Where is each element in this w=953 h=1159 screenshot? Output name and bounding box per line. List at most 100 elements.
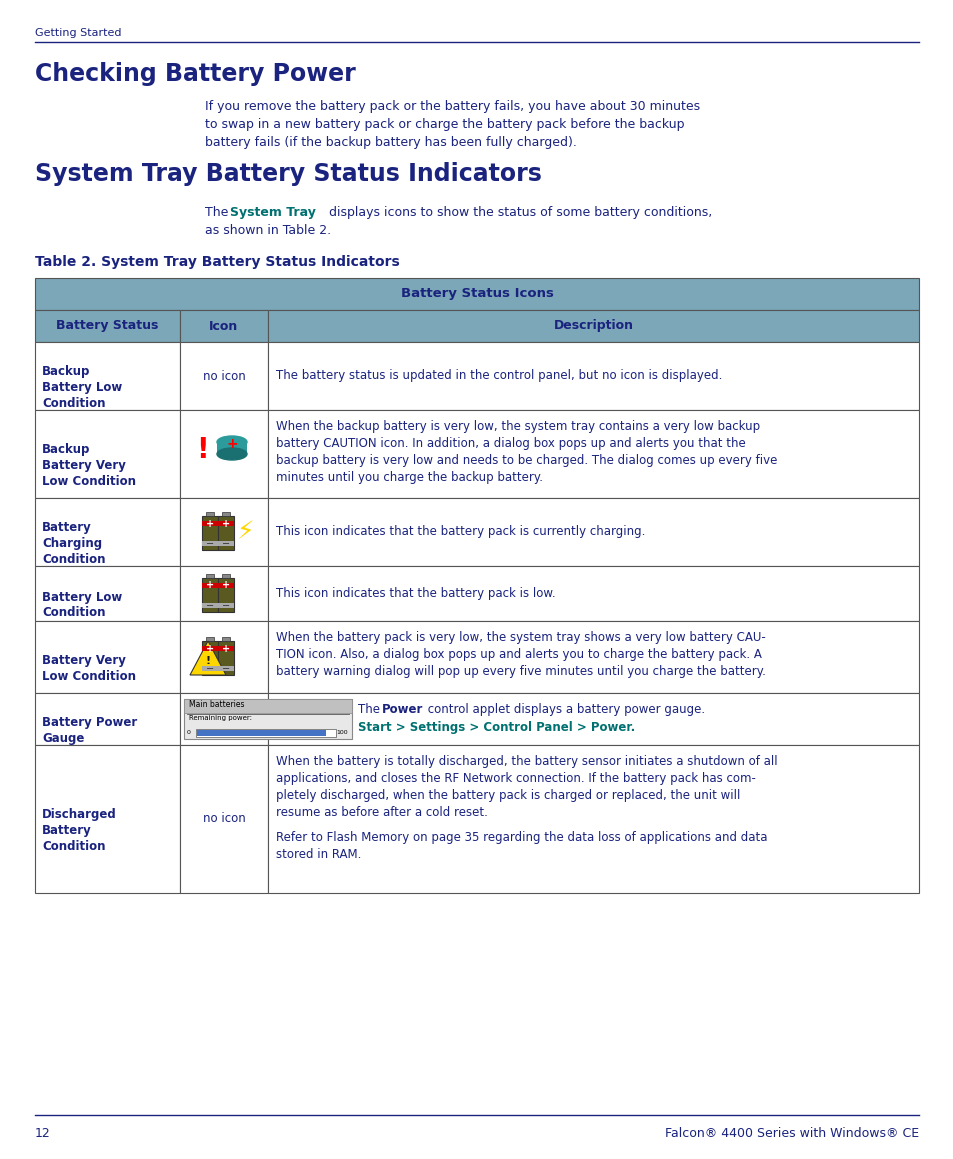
Bar (35, 566, 180, 621)
Bar (222, 512, 230, 516)
Bar (268, 342, 918, 410)
Text: +: + (206, 644, 213, 654)
Text: Backup: Backup (42, 443, 91, 455)
Bar (202, 522, 218, 526)
Text: −: − (206, 600, 213, 611)
Text: no icon: no icon (202, 370, 245, 382)
Text: stored in RAM.: stored in RAM. (275, 848, 361, 861)
Bar (268, 498, 918, 566)
Text: Battery Very: Battery Very (42, 654, 126, 666)
Bar (195, 729, 335, 737)
Text: Description: Description (553, 320, 633, 333)
Text: Battery Very: Battery Very (42, 459, 126, 472)
Text: Main batteries: Main batteries (189, 700, 244, 709)
Bar (206, 637, 213, 641)
Bar (184, 699, 352, 739)
Bar (218, 666, 233, 671)
Polygon shape (190, 641, 226, 675)
Bar (35, 498, 180, 566)
Ellipse shape (216, 449, 247, 460)
Bar (218, 603, 233, 607)
Text: −: − (222, 600, 230, 611)
Bar (180, 410, 268, 498)
Bar (218, 541, 233, 546)
Text: +: + (222, 581, 230, 590)
Text: When the backup battery is very low, the system tray contains a very low backup: When the backup battery is very low, the… (275, 420, 760, 433)
Text: When the battery is totally discharged, the battery sensor initiates a shutdown : When the battery is totally discharged, … (275, 755, 777, 768)
Bar (222, 637, 230, 641)
Text: −: − (206, 664, 213, 675)
Text: This icon indicates that the battery pack is currently charging.: This icon indicates that the battery pac… (275, 525, 644, 538)
Text: TION icon. Also, a dialog box pops up and alerts you to charge the battery pack.: TION icon. Also, a dialog box pops up an… (275, 648, 761, 661)
Text: −: − (222, 539, 230, 549)
Text: Falcon® 4400 Series with Windows® CE: Falcon® 4400 Series with Windows® CE (664, 1127, 918, 1140)
Bar (180, 498, 268, 566)
Bar (202, 541, 218, 546)
Text: applications, and closes the RF Network connection. If the battery pack has com-: applications, and closes the RF Network … (275, 772, 755, 785)
Text: +: + (206, 581, 213, 590)
Bar (35, 745, 180, 892)
Text: pletely discharged, when the battery pack is charged or replaced, the unit will: pletely discharged, when the battery pac… (275, 789, 740, 802)
Text: Discharged: Discharged (42, 808, 116, 821)
Text: Battery: Battery (42, 522, 91, 534)
Text: Checking Battery Power: Checking Battery Power (35, 61, 355, 86)
Text: When the battery pack is very low, the system tray shows a very low battery CAU-: When the battery pack is very low, the s… (275, 630, 765, 644)
Text: battery CAUTION icon. In addition, a dialog box pops up and alerts you that the: battery CAUTION icon. In addition, a dia… (275, 437, 745, 450)
Text: The: The (357, 704, 383, 716)
Bar (196, 730, 326, 736)
Text: +: + (226, 437, 237, 451)
Bar (202, 641, 218, 675)
Text: Condition: Condition (42, 606, 106, 620)
Text: as shown in Table 2.: as shown in Table 2. (205, 224, 331, 236)
Bar (35, 342, 180, 410)
Bar (218, 583, 233, 588)
Text: !: ! (205, 656, 211, 666)
Text: System Tray: System Tray (230, 206, 315, 219)
Text: Remaining power:: Remaining power: (189, 715, 252, 721)
Text: +: + (222, 519, 230, 529)
Text: The: The (205, 206, 233, 219)
Text: +: + (222, 644, 230, 654)
Text: −: − (222, 664, 230, 675)
Bar (202, 577, 218, 612)
Text: Battery Status Icons: Battery Status Icons (400, 287, 553, 300)
Bar (180, 621, 268, 693)
Bar (268, 745, 918, 892)
Text: 100: 100 (336, 730, 348, 736)
Text: Getting Started: Getting Started (35, 28, 121, 38)
Text: to swap in a new battery pack or charge the battery pack before the backup: to swap in a new battery pack or charge … (205, 118, 684, 131)
Text: resume as before after a cold reset.: resume as before after a cold reset. (275, 806, 487, 819)
Text: Low Condition: Low Condition (42, 475, 136, 488)
Text: Battery Low: Battery Low (42, 381, 122, 394)
Bar (268, 309, 918, 342)
Text: !: ! (195, 436, 208, 464)
Text: Refer to Flash Memory on page 35 regarding the data loss of applications and dat: Refer to Flash Memory on page 35 regardi… (275, 831, 767, 844)
Text: backup battery is very low and needs to be charged. The dialog comes up every fi: backup battery is very low and needs to … (275, 454, 777, 467)
Bar (35, 410, 180, 498)
Text: Condition: Condition (42, 840, 106, 853)
Bar (206, 512, 213, 516)
Text: Start > Settings > Control Panel > Power.: Start > Settings > Control Panel > Power… (357, 721, 635, 734)
Bar (216, 440, 247, 454)
Bar (35, 278, 918, 309)
Bar (218, 641, 233, 675)
Text: Condition: Condition (42, 553, 106, 566)
Text: System Tray Battery Status Indicators: System Tray Battery Status Indicators (35, 162, 541, 185)
Bar (222, 574, 230, 577)
Bar (180, 342, 268, 410)
Text: Power: Power (381, 704, 423, 716)
Text: 0: 0 (187, 730, 191, 736)
Bar (180, 309, 268, 342)
Ellipse shape (216, 436, 247, 449)
Bar (218, 646, 233, 651)
Text: battery fails (if the backup battery has been fully charged).: battery fails (if the backup battery has… (205, 136, 577, 150)
Bar (35, 621, 180, 693)
Text: ⚡: ⚡ (237, 520, 254, 544)
Bar (35, 693, 180, 745)
Text: This icon indicates that the battery pack is low.: This icon indicates that the battery pac… (275, 586, 555, 599)
Text: The battery status is updated in the control panel, but no icon is displayed.: The battery status is updated in the con… (275, 369, 721, 382)
Text: Gauge: Gauge (42, 732, 84, 745)
Bar (202, 583, 218, 588)
Text: minutes until you charge the backup battery.: minutes until you charge the backup batt… (275, 471, 542, 484)
Bar (202, 603, 218, 607)
